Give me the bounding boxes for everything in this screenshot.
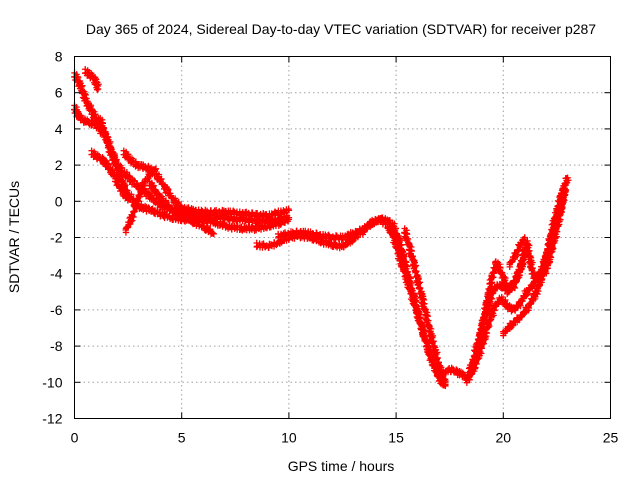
data-point bbox=[212, 206, 220, 214]
data-point bbox=[516, 301, 523, 308]
data-point bbox=[285, 207, 293, 214]
data-point bbox=[123, 193, 130, 200]
y-tick-label: 2 bbox=[55, 157, 63, 173]
x-tick-label: 20 bbox=[496, 430, 512, 446]
y-tick-label: -4 bbox=[50, 266, 63, 282]
data-point bbox=[564, 174, 571, 181]
y-tick-label: -2 bbox=[50, 230, 63, 246]
y-tick-label: -6 bbox=[50, 302, 63, 318]
data-point bbox=[230, 207, 237, 214]
data-point bbox=[442, 380, 449, 388]
series-sat-p bbox=[500, 174, 572, 339]
data-point bbox=[379, 214, 386, 221]
series-sat-b bbox=[82, 66, 102, 93]
data-point bbox=[124, 196, 132, 203]
data-point bbox=[411, 299, 418, 306]
series-sat-l bbox=[401, 225, 449, 389]
y-tick-label: -8 bbox=[50, 338, 63, 354]
x-axis-label: GPS time / hours bbox=[288, 458, 395, 474]
x-tick-label: 0 bbox=[71, 430, 79, 446]
data-point bbox=[94, 85, 102, 93]
data-layer bbox=[71, 66, 572, 390]
y-tick-label: 0 bbox=[55, 193, 63, 209]
series-sat-q bbox=[506, 234, 528, 271]
y-tick-label: 4 bbox=[55, 121, 63, 137]
y-tick-label: 6 bbox=[55, 85, 63, 101]
series-sat-k bbox=[274, 214, 443, 379]
series-sat-h bbox=[146, 178, 218, 238]
data-point bbox=[285, 216, 293, 223]
data-point bbox=[257, 226, 265, 233]
data-point bbox=[508, 308, 515, 315]
x-tick-label: 15 bbox=[388, 430, 404, 446]
data-point bbox=[210, 230, 218, 238]
series-sat-i bbox=[178, 203, 293, 221]
x-tick-label: 10 bbox=[281, 430, 297, 446]
data-point bbox=[527, 300, 534, 307]
data-point bbox=[187, 215, 194, 223]
y-tick-label: -12 bbox=[42, 411, 62, 427]
y-axis-label: SDTVAR / TECUs bbox=[6, 181, 22, 293]
grid-layer bbox=[74, 56, 611, 419]
y-tick-label: 8 bbox=[55, 49, 63, 65]
data-point bbox=[521, 234, 528, 241]
x-tick-label: 25 bbox=[603, 430, 619, 446]
tick-layer bbox=[74, 56, 611, 419]
y-tick-label: -10 bbox=[42, 374, 62, 390]
data-point bbox=[228, 226, 235, 233]
data-point bbox=[116, 183, 123, 191]
series-sat-e bbox=[88, 147, 132, 204]
data-point bbox=[440, 381, 448, 389]
x-tick-label: 5 bbox=[178, 430, 186, 446]
data-point bbox=[415, 315, 422, 322]
chart-title: Day 365 of 2024, Sidereal Day-to-day VTE… bbox=[86, 21, 596, 37]
